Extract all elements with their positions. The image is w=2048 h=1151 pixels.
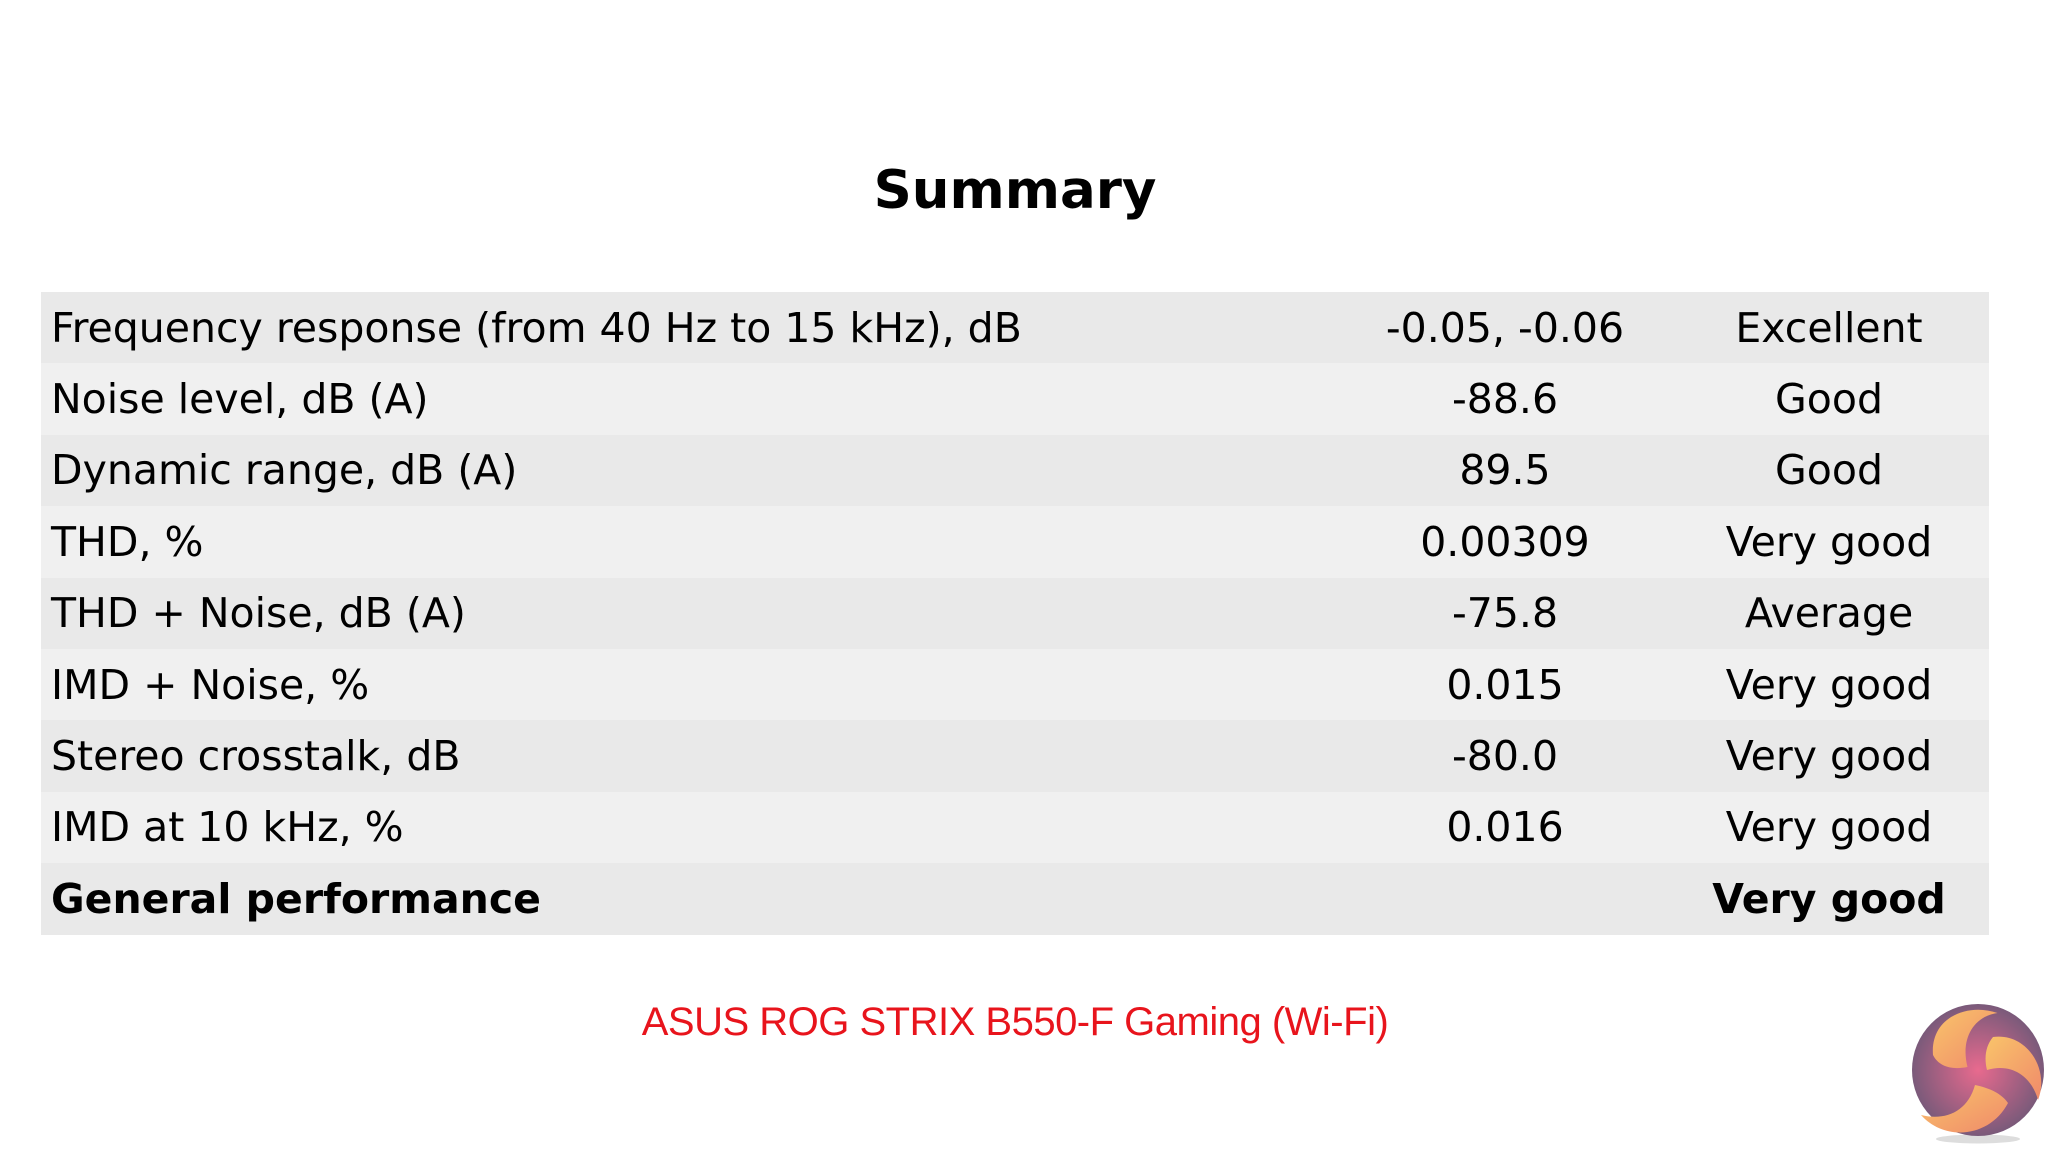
table-row: Dynamic range, dB (A) 89.5 Good — [41, 434, 1989, 507]
metric-cell: THD, % — [51, 517, 204, 566]
value-cell: 0.015 — [1446, 660, 1564, 709]
rating-cell: Very good — [1725, 732, 1933, 781]
value-cell: -75.8 — [1451, 589, 1559, 638]
rating-cell: Good — [1775, 375, 1883, 424]
rating-cell: Average — [1744, 589, 1914, 638]
metric-cell: Stereo crosstalk, dB — [51, 732, 461, 781]
table-row: THD, % 0.00309 Very good — [41, 506, 1989, 578]
metric-cell: Noise level, dB (A) — [51, 375, 429, 424]
value-cell: -88.6 — [1451, 375, 1559, 424]
rating-cell: Very good — [1725, 803, 1933, 852]
rating-cell: Very good — [1725, 517, 1933, 566]
value-cell: -80.0 — [1451, 732, 1559, 781]
metric-cell: Frequency response (from 40 Hz to 15 kHz… — [51, 303, 1022, 352]
table-row: Frequency response (from 40 Hz to 15 kHz… — [41, 292, 1989, 364]
metric-cell: General performance — [51, 874, 541, 923]
value-cell: -0.05, -0.06 — [1385, 303, 1625, 352]
value-cell: 0.00309 — [1420, 517, 1590, 566]
value-cell: 89.5 — [1459, 446, 1551, 495]
rating-cell: Good — [1775, 446, 1883, 495]
rating-cell: Excellent — [1735, 303, 1923, 352]
kitguru-logo-icon — [1912, 1004, 2044, 1144]
value-cell: 0.016 — [1446, 803, 1564, 852]
table-row: THD + Noise, dB (A) -75.8 Average — [41, 577, 1989, 649]
table-row: IMD at 10 kHz, % 0.016 Very good — [41, 791, 1989, 864]
metric-cell: IMD + Noise, % — [51, 660, 370, 709]
summary-table: Frequency response (from 40 Hz to 15 kHz… — [41, 292, 1989, 935]
table-row: IMD + Noise, % 0.015 Very good — [41, 648, 1989, 721]
page-title: Summary — [873, 160, 1157, 221]
table-row: Noise level, dB (A) -88.6 Good — [41, 363, 1989, 435]
metric-cell: IMD at 10 kHz, % — [51, 803, 404, 852]
rating-cell: Very good — [1725, 660, 1933, 709]
total-row: General performance Very good — [41, 863, 1989, 935]
metric-cell: THD + Noise, dB (A) — [51, 589, 466, 638]
metric-cell: Dynamic range, dB (A) — [51, 446, 518, 495]
table-row: Stereo crosstalk, dB -80.0 Very good — [41, 720, 1989, 792]
rating-cell: Very good — [1712, 874, 1946, 923]
product-caption: ASUS ROG STRIX B550-F Gaming (Wi-Fi) — [641, 1000, 1389, 1044]
